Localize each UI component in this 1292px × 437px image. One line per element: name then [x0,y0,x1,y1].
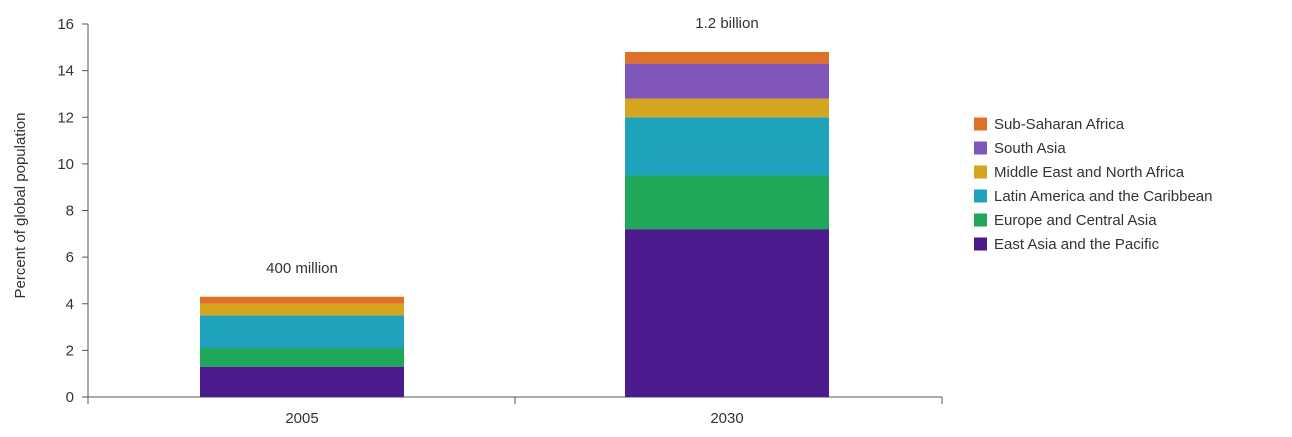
legend-label: Europe and Central Asia [994,212,1157,229]
bar-segment [625,229,829,397]
legend-swatch [974,189,987,203]
y-tick-label: 10 [57,156,74,173]
bar-total-label: 1.2 billion [695,15,758,32]
bar-segment [200,348,404,367]
x-tick-label: 2005 [285,410,318,427]
legend-label: Latin America and the Caribbean [994,188,1212,205]
y-axis-title: Percent of global population [12,113,29,299]
bar-total-label: 400 million [266,260,338,277]
y-tick-label: 14 [57,63,74,80]
bar-segment [200,303,404,316]
legend-label: East Asia and the Pacific [994,236,1160,253]
legend-swatch [974,141,987,155]
y-tick-label: 6 [66,249,74,266]
bar-segment [625,117,829,176]
bar-segment [625,98,829,118]
bar-segment [625,51,829,64]
legend: Sub-Saharan Africa South Asia Middle East … [974,116,1212,253]
x-tick-label: 2030 [710,410,743,427]
legend-swatch [974,237,987,251]
y-tick-label: 2 [66,342,74,359]
labels: 400 million 1.2 billion [266,15,759,277]
legend-label: South Asia [994,140,1066,157]
legend-swatch [974,165,987,179]
legend-swatch [974,213,987,227]
y-tick-label: 8 [66,203,74,220]
bars [200,51,829,397]
y-tick-label: 12 [57,109,74,126]
legend-label: Middle East and North Africa [994,164,1185,181]
y-tick-label: 16 [57,16,74,33]
y-tick-label: 0 [66,389,74,406]
y-tick-label: 4 [66,296,74,313]
bar-segment [625,63,829,99]
bar-segment [200,366,404,397]
legend-label: Sub-Saharan Africa [994,116,1125,133]
axes: 0 2 4 6 8 10 12 14 16 2005 2030 Percent of global p… [12,16,943,427]
bar-segment [625,175,829,230]
legend-swatch [974,117,987,131]
bar-segment [200,315,404,349]
bar-segment [200,296,404,304]
